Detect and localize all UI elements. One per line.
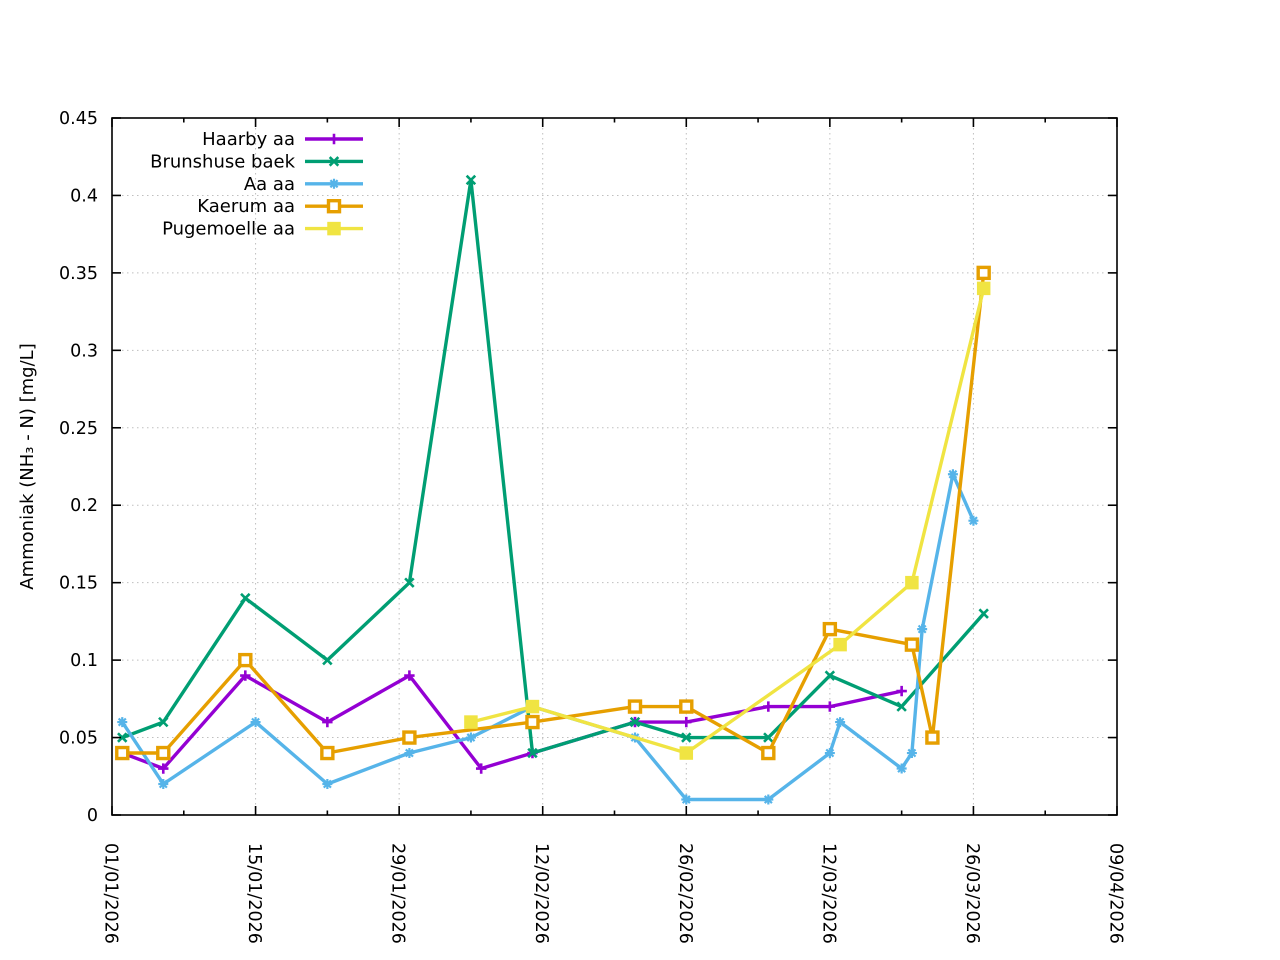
x-axis-tick-labels: 01/01/2026 15/01/2026 29/01/2026 12/02/2026… (101, 843, 1126, 944)
y-tick-label: 0.4 (70, 186, 98, 206)
y-tick-label: 0.1 (70, 651, 98, 671)
legend-item-pugemoelle-aa: Pugemoelle aa (162, 219, 363, 240)
x-tick-label: 09/04/2026 (1106, 843, 1126, 944)
series-aa-aa (117, 469, 979, 805)
y-tick-label: 0 (87, 806, 98, 826)
y-axis-tick-labels: 0 0.05 0.1 0.15 0.2 0.25 0.3 0.35 0.4 0.45 (59, 109, 98, 826)
legend-item-brunshuse-baek: Brunshuse baek (150, 151, 363, 172)
x-tick-label: 01/01/2026 (101, 843, 121, 944)
x-tick-label: 12/03/2026 (818, 843, 838, 944)
y-tick-label: 0.15 (59, 574, 98, 594)
y-tick-label: 0.2 (70, 496, 98, 516)
series-kaerum-aa (115, 265, 991, 761)
x-tick-label: 15/01/2026 (244, 843, 264, 944)
x-tick-label: 26/02/2026 (675, 843, 695, 944)
x-tick-label: 26/03/2026 (962, 843, 982, 944)
axes (111, 117, 1118, 816)
series-haarby-aa (117, 670, 907, 774)
y-tick-label: 0.05 (59, 729, 98, 749)
legend-item-aa-aa: Aa aa (244, 174, 363, 195)
y-tick-label: 0.35 (59, 264, 98, 284)
legend-label: Aa aa (244, 174, 295, 195)
y-tick-label: 0.25 (59, 419, 98, 439)
x-tick-label: 12/02/2026 (531, 843, 551, 944)
legend-item-kaerum-aa: Kaerum aa (197, 196, 363, 217)
legend-label: Pugemoelle aa (162, 219, 295, 240)
legend-label: Haarby aa (202, 129, 295, 150)
legend-label: Kaerum aa (197, 196, 295, 217)
series-pugemoelle-aa (464, 281, 991, 760)
y-tick-label: 0.45 (59, 109, 98, 129)
y-tick-label: 0.3 (70, 341, 98, 361)
x-tick-label: 29/01/2026 (388, 843, 408, 944)
legend-item-haarby-aa: Haarby aa (202, 129, 363, 150)
y-axis-label: Ammoniak (NH₃ - N) [mg/L] (17, 343, 38, 589)
legend-label: Brunshuse baek (150, 151, 295, 172)
series-brunshuse-baek (117, 174, 989, 759)
